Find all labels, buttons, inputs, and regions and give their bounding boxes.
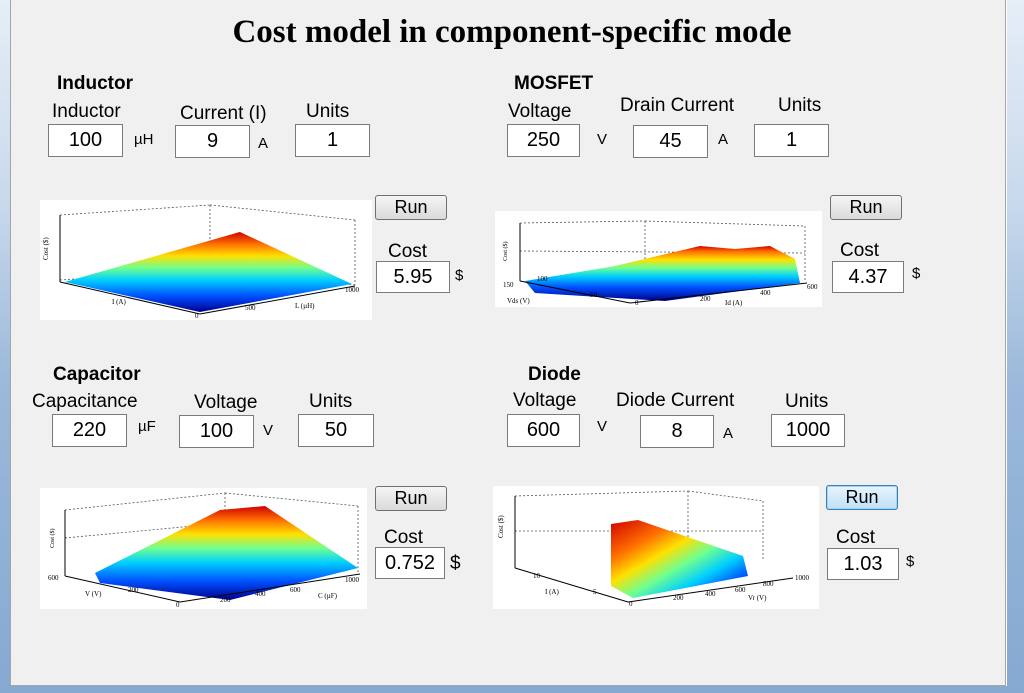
diode-section-title: Diode [528, 364, 581, 385]
window-frame-right [1007, 0, 1024, 693]
capacitor-plot-ylabel: Cost ($) [49, 528, 56, 548]
inductor-cost-label: Cost [388, 241, 428, 262]
mosfet-plot-ztick-50: 50 [590, 291, 598, 299]
mosfet-cost-label: Cost [840, 240, 880, 261]
inductor-current-field[interactable]: 9 [175, 125, 250, 158]
mosfet-voltage-unit: V [597, 131, 608, 148]
mosfet-plot-xlabel: Id (A) [725, 299, 743, 307]
inductor-plot-zlabel: I (A) [112, 298, 126, 306]
capacitor-plot-xtick-1000: 1000 [345, 576, 360, 584]
mosfet-voltage-field[interactable]: 250 [507, 124, 580, 157]
window-frame-left [0, 0, 10, 693]
inductor-plot-xtick-1000: 1000 [345, 286, 360, 294]
capacitor-cost-unit: $ [450, 553, 461, 574]
mosfet-plot-zlabel: Vds (V) [507, 297, 530, 305]
capacitor-cost-field: 0.752 [375, 547, 445, 579]
mosfet-units-field[interactable]: 1 [754, 124, 829, 157]
diode-cost-label: Cost [836, 527, 876, 548]
mosfet-units-label: Units [778, 95, 822, 116]
diode-plot-xtick-600: 600 [735, 586, 746, 594]
capacitor-voltage-field[interactable]: 100 [179, 415, 254, 448]
diode-plot-ylabel: Cost ($) [497, 515, 505, 538]
diode-plot-ztick-5: 5 [593, 588, 597, 596]
inductor-units-label: Units [306, 101, 350, 122]
inductor-plot-xlabel: L (µH) [295, 302, 315, 310]
mosfet-drain-label: Drain Current [620, 95, 735, 116]
mosfet-plot-ztick-100: 100 [537, 275, 548, 283]
mosfet-run-button[interactable]: Run [830, 195, 902, 220]
window-frame-bottom [0, 686, 1024, 693]
capacitor-plot-zlabel: V (V) [85, 590, 102, 598]
capacitor-capacitance-unit: µF [138, 418, 156, 435]
inductor-plot-ztick-0: 0 [195, 312, 199, 320]
inductor-inductance-label: Inductor [52, 101, 121, 122]
mosfet-plot-xtick-400: 400 [760, 289, 771, 297]
inductor-current-unit: A [258, 135, 269, 152]
capacitor-voltage-label: Voltage [194, 392, 258, 413]
mosfet-plot-ztick-150: 150 [503, 281, 514, 289]
diode-current-unit: A [723, 425, 734, 442]
diode-voltage-unit: V [597, 418, 608, 435]
inductor-plot-ylabel: Cost ($) [42, 237, 50, 260]
diode-plot-xtick-200: 200 [673, 594, 684, 602]
diode-cost-plot: Cost ($) 10 I (A) 5 0 200 400 600 800 10… [493, 486, 819, 609]
capacitor-capacitance-label: Capacitance [32, 391, 138, 412]
diode-plot-xtick-0: 0 [629, 600, 633, 608]
capacitor-run-button[interactable]: Run [375, 486, 447, 511]
capacitor-plot-xlabel: C (µF) [318, 592, 338, 600]
mosfet-drain-field[interactable]: 45 [633, 125, 708, 158]
capacitor-voltage-unit: V [263, 422, 274, 439]
diode-voltage-label: Voltage [513, 390, 577, 411]
mosfet-drain-unit: A [718, 131, 729, 148]
capacitor-plot-ztick-200: 200 [128, 586, 139, 594]
inductor-current-label: Current (I) [180, 103, 267, 124]
diode-units-field[interactable]: 1000 [771, 414, 845, 447]
diode-units-label: Units [785, 391, 829, 412]
diode-current-label: Diode Current [616, 390, 735, 411]
capacitor-plot-xtick-400: 400 [255, 590, 266, 598]
diode-plot-xtick-400: 400 [705, 590, 716, 598]
diode-current-field[interactable]: 8 [640, 415, 714, 448]
mosfet-plot-ylabel: Cost ($) [502, 241, 509, 261]
inductor-inductance-unit: µH [134, 131, 154, 148]
diode-plot-ztick-10: 10 [533, 572, 541, 580]
capacitor-cost-label: Cost [384, 527, 424, 548]
capacitor-plot-xtick-0: 0 [176, 601, 180, 609]
inductor-cost-plot: Cost ($) I (A) L (µH) 500 1000 0 [40, 200, 372, 320]
mosfet-voltage-label: Voltage [508, 101, 572, 122]
inductor-section-title: Inductor [57, 73, 133, 94]
diode-plot-xlabel: Vr (V) [748, 594, 767, 602]
diode-plot-zlabel: I (A) [545, 588, 559, 596]
inductor-inductance-field[interactable]: 100 [48, 124, 123, 157]
capacitor-plot-xtick-600: 600 [290, 586, 301, 594]
mosfet-cost-field: 4.37 [832, 261, 904, 293]
diode-run-button[interactable]: Run [826, 485, 898, 510]
mosfet-cost-plot: Cost ($) Vds (V) 150 100 50 0 200 400 60… [495, 211, 822, 307]
mosfet-plot-xtick-0: 0 [635, 299, 639, 307]
mosfet-plot-xtick-200: 200 [700, 295, 711, 303]
diode-cost-unit: $ [906, 553, 915, 570]
mosfet-section-title: MOSFET [514, 73, 594, 94]
inductor-plot-xtick-500: 500 [245, 304, 256, 312]
inductor-run-button[interactable]: Run [375, 195, 447, 220]
inductor-cost-unit: $ [455, 267, 464, 284]
capacitor-units-field[interactable]: 50 [298, 414, 374, 447]
diode-cost-field: 1.03 [827, 548, 899, 580]
mosfet-cost-unit: $ [912, 265, 921, 282]
diode-plot-xtick-800: 800 [763, 580, 774, 588]
capacitor-plot-xtick-200: 200 [220, 596, 231, 604]
capacitor-section-title: Capacitor [53, 364, 141, 385]
capacitor-units-label: Units [309, 391, 353, 412]
inductor-cost-field: 5.95 [376, 261, 450, 293]
diode-voltage-field[interactable]: 600 [507, 414, 580, 447]
inductor-units-field[interactable]: 1 [295, 124, 370, 157]
capacitor-cost-plot: Cost ($) 600 V (V) 200 0 200 400 600 100… [40, 488, 367, 609]
capacitor-plot-ztick-600: 600 [48, 574, 59, 582]
diode-plot-xtick-1000: 1000 [795, 574, 810, 582]
page-title: Cost model in component-specific mode [232, 14, 792, 50]
mosfet-plot-xtick-600: 600 [807, 283, 818, 291]
capacitor-capacitance-field[interactable]: 220 [52, 414, 127, 447]
